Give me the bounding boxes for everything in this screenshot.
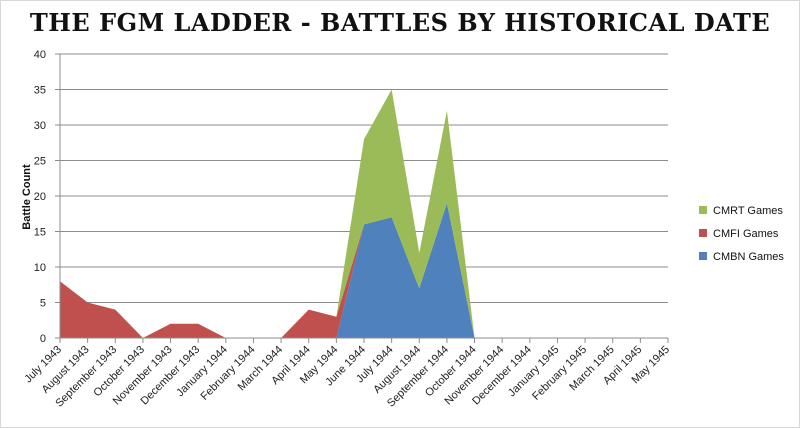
y-tick-label: 40 [34, 49, 46, 61]
legend-label-cmfi-games: CMFI Games [713, 228, 779, 240]
y-tick-label: 5 [40, 298, 46, 310]
legend-label-cmrt-games: CMRT Games [713, 205, 783, 217]
legend-label-cmbn-games: CMBN Games [713, 251, 784, 263]
chart-title: THE FGM LADDER - BATTLES BY HISTORICAL D… [29, 8, 771, 37]
legend-swatch-cmfi-games [699, 229, 707, 237]
chart-areas [60, 89, 668, 338]
cmrt-games-area [60, 89, 668, 338]
y-tick-label: 25 [34, 156, 46, 168]
y-tick-label: 35 [34, 85, 46, 97]
y-tick-labels: 0 5 10 15 20 25 30 35 40 [34, 49, 46, 345]
y-tick-label: 20 [34, 191, 46, 203]
legend: CMRT Games CMFI Games CMBN Games [699, 205, 784, 263]
y-tick-label: 30 [34, 120, 46, 132]
legend-swatch-cmbn-games [699, 252, 707, 260]
y-tick-label: 10 [34, 262, 46, 274]
cmbn-games-area [60, 203, 668, 338]
y-tick-label: 0 [40, 333, 46, 345]
axes [55, 53, 669, 343]
legend-swatch-cmrt-games [699, 206, 707, 214]
cmfi-games-area [60, 203, 668, 338]
y-tick-label: 15 [34, 227, 46, 239]
y-axis-label: Battle Count [21, 164, 33, 230]
